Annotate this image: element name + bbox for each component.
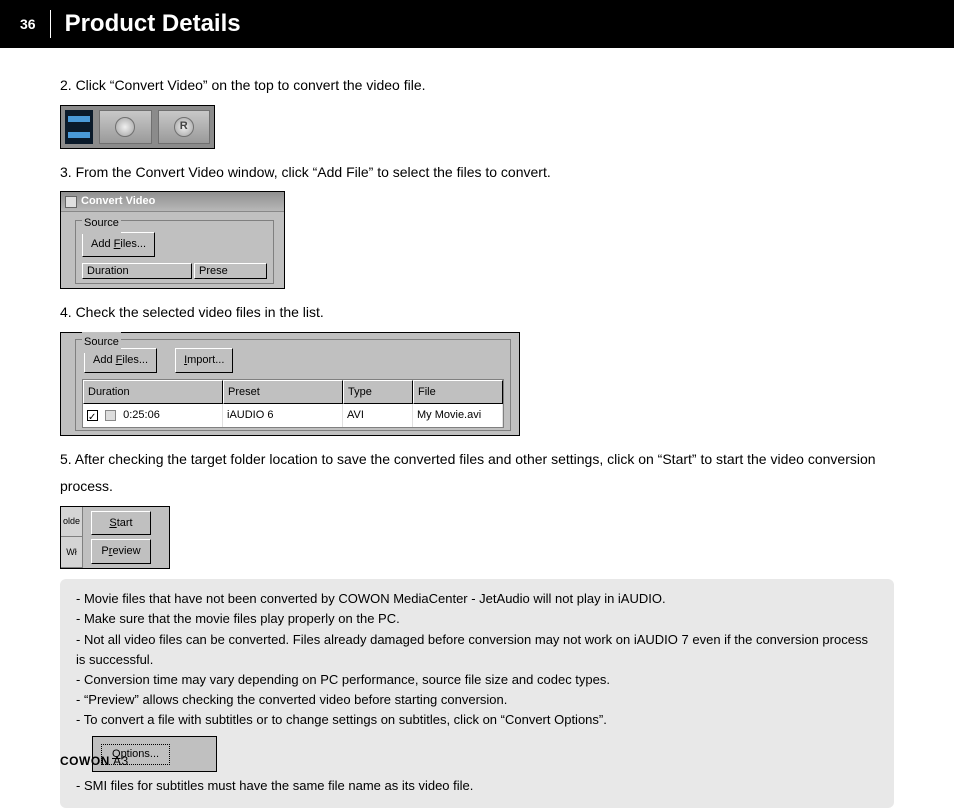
page-title: Product Details bbox=[65, 10, 241, 38]
step-4-text: 4. Check the selected video files in the… bbox=[60, 299, 894, 326]
hdr-duration: Duration bbox=[83, 380, 223, 405]
notes-box: - Movie files that have not been convert… bbox=[60, 579, 894, 808]
page-number: 36 bbox=[20, 16, 50, 32]
app-icon bbox=[65, 196, 77, 208]
screenshot-toolbar: R bbox=[60, 105, 215, 149]
hdr-type: Type bbox=[343, 380, 413, 405]
left-edge: olde Wł bbox=[61, 507, 83, 569]
hdr-file: File bbox=[413, 380, 503, 405]
page-footer: COWON A3 bbox=[60, 754, 129, 768]
table-row[interactable]: 0:25:06 iAUDIO 6 AVI My Movie.avi bbox=[83, 404, 503, 427]
cell-type: AVI bbox=[343, 404, 413, 427]
toolbar-button-r[interactable]: R bbox=[158, 110, 211, 144]
note-line: - To convert a file with subtitles or to… bbox=[76, 710, 878, 730]
col-preset: Prese bbox=[194, 263, 267, 279]
note-line: - Conversion time may vary depending on … bbox=[76, 670, 878, 690]
row-checkbox[interactable] bbox=[87, 410, 98, 421]
footer-model: A3 bbox=[110, 754, 129, 768]
note-line: - Not all video files can be converted. … bbox=[76, 630, 878, 670]
group-label-2: Source bbox=[82, 332, 121, 353]
table-header: Duration Preset Type File bbox=[83, 380, 503, 405]
step-5-text: 5. After checking the target folder loca… bbox=[60, 446, 894, 499]
preview-button[interactable]: Preview bbox=[91, 539, 151, 564]
source-group-2: Source Add Files... Import... Duration P… bbox=[75, 339, 511, 432]
page-header: 36 Product Details bbox=[0, 0, 954, 48]
screenshot-source-list: Source Add Files... Import... Duration P… bbox=[60, 332, 520, 437]
group-label: Source bbox=[82, 213, 121, 234]
note-line: - Make sure that the movie files play pr… bbox=[76, 609, 878, 629]
file-table: Duration Preset Type File 0:25:06 iAUDIO… bbox=[82, 379, 504, 429]
window-title: Convert Video bbox=[81, 191, 155, 212]
note-line: - “Preview” allows checking the converte… bbox=[76, 690, 878, 710]
hdr-preset: Preset bbox=[223, 380, 343, 405]
cell-file: My Movie.avi bbox=[413, 404, 503, 427]
note-line: - Movie files that have not been convert… bbox=[76, 589, 878, 609]
file-icon bbox=[105, 410, 116, 421]
eq-icon bbox=[65, 110, 93, 144]
content-area: 2. Click “Convert Video” on the top to c… bbox=[0, 48, 954, 808]
window-titlebar: Convert Video bbox=[61, 192, 284, 212]
start-button[interactable]: Start bbox=[91, 511, 151, 536]
edge-label-1: olde bbox=[61, 507, 82, 538]
note-line: - SMI files for subtitles must have the … bbox=[76, 776, 878, 796]
add-files-button[interactable]: Add Files... bbox=[82, 232, 155, 257]
cell-duration: 0:25:06 bbox=[83, 404, 223, 427]
header-divider bbox=[50, 10, 51, 38]
screenshot-start-panel: olde Wł Start Preview bbox=[60, 506, 170, 570]
step-2-text: 2. Click “Convert Video” on the top to c… bbox=[60, 72, 894, 99]
col-duration: Duration bbox=[82, 263, 192, 279]
import-button[interactable]: Import... bbox=[175, 348, 233, 373]
cell-preset: iAUDIO 6 bbox=[223, 404, 343, 427]
edge-label-2: Wł bbox=[61, 537, 82, 568]
toolbar-button-blank[interactable] bbox=[99, 110, 152, 144]
source-group: Source Add Files... Duration Prese bbox=[75, 220, 274, 284]
footer-brand: COWON bbox=[60, 754, 110, 768]
screenshot-convert-window: Convert Video Source Add Files... Durati… bbox=[60, 191, 285, 289]
step-3-text: 3. From the Convert Video window, click … bbox=[60, 159, 894, 186]
